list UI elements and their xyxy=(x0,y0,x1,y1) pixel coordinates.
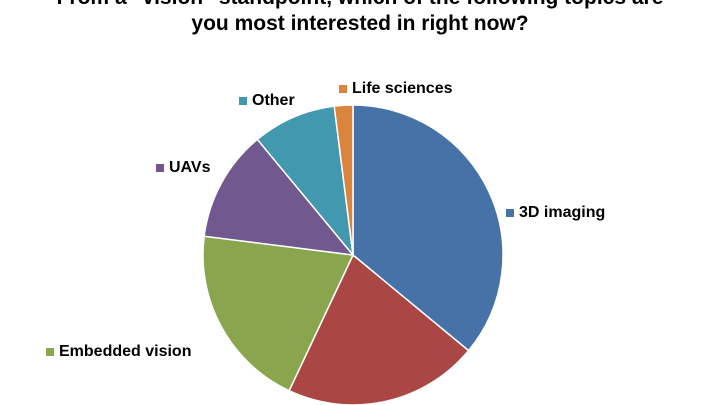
slice-label: Other xyxy=(252,92,295,109)
slice-label: Life sciences xyxy=(352,80,453,97)
slice-label: 3D imaging xyxy=(519,204,605,221)
legend-swatch xyxy=(339,85,347,93)
slice-label: Embedded vision xyxy=(59,343,191,360)
slice-label: UAVs xyxy=(169,159,211,176)
pie-slice xyxy=(203,138,355,256)
pie-slice xyxy=(333,104,354,256)
chart-title: From a "vision" standpoint, which of the… xyxy=(57,0,664,35)
pie-slice xyxy=(288,253,470,405)
legend-swatch xyxy=(156,164,164,172)
legend-swatch xyxy=(506,209,514,217)
pie-slice xyxy=(256,105,355,258)
legend-swatch xyxy=(239,97,247,105)
pie-slice xyxy=(202,235,355,392)
legend-swatch xyxy=(46,348,54,356)
pie-slice xyxy=(352,104,504,352)
